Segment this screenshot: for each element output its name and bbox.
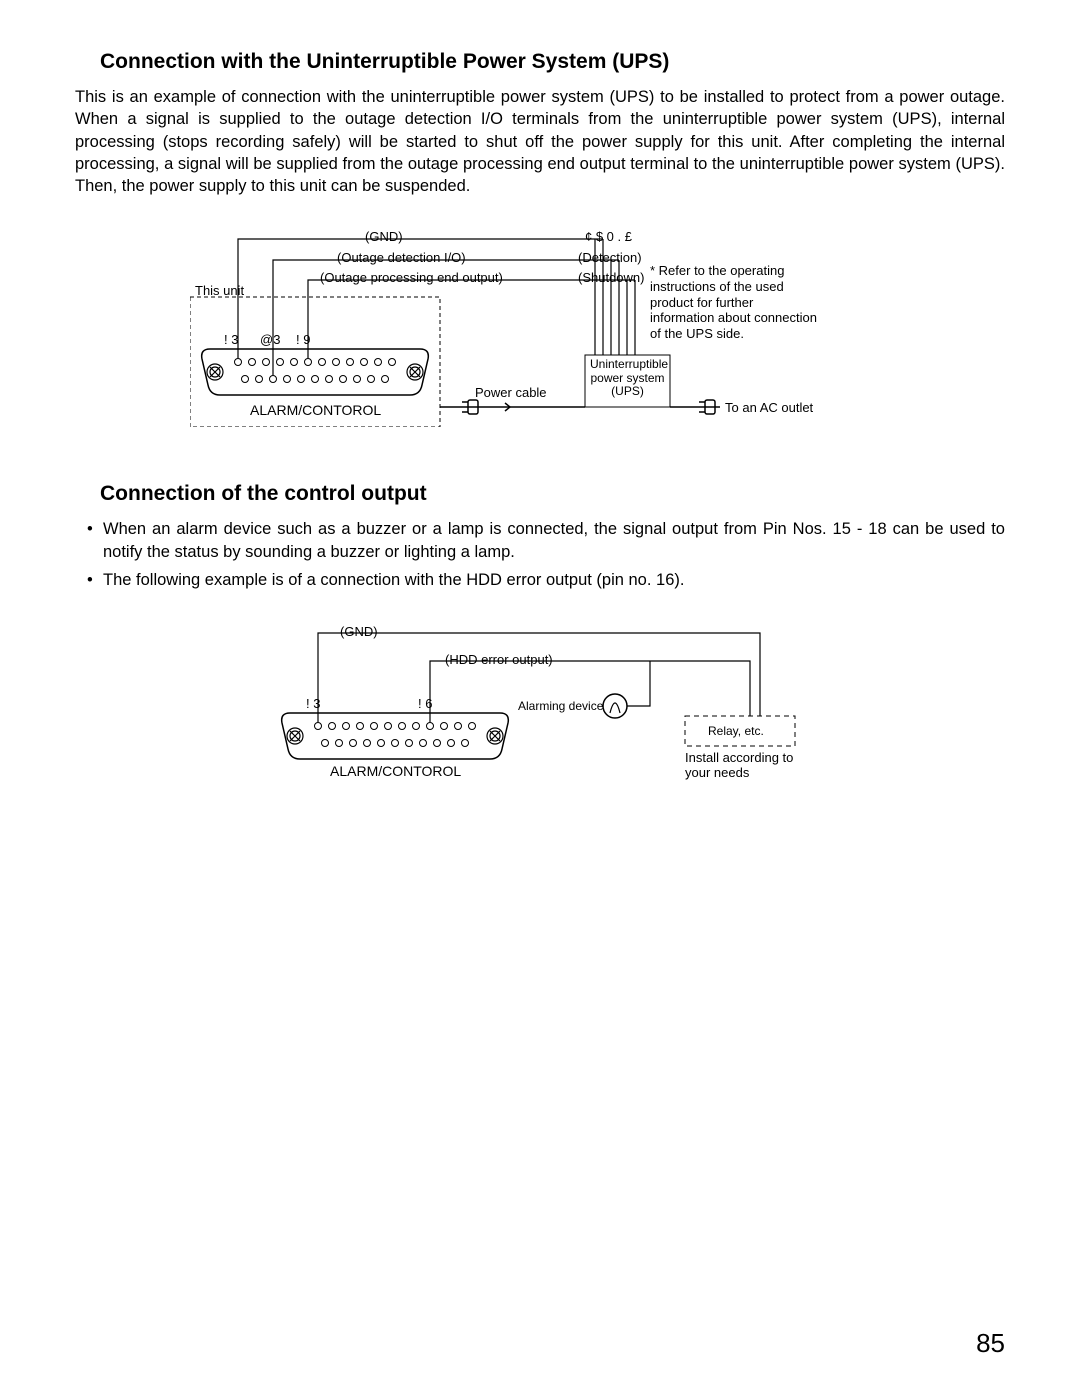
heading-control: Connection of the control output (100, 482, 1005, 506)
d1-ac-outlet: To an AC outlet (725, 400, 813, 415)
d1-pin13: ! 3 (224, 332, 238, 347)
d2-install: Install according to your needs (685, 751, 805, 781)
page-number: 85 (976, 1328, 1005, 1359)
d2-gnd: (GND) (340, 624, 378, 639)
d1-outage-det: (Outage detection I/O) (337, 250, 466, 265)
d1-connector-label: ALARM/CONTOROL (250, 402, 381, 418)
d1-pin23: @3 (260, 332, 280, 347)
d1-ups-box: Uninterruptible power system (UPS) (590, 358, 665, 398)
d1-ups-symbols: ¢ $ 0 . £ (585, 229, 632, 244)
d2-connector-label: ALARM/CONTOROL (330, 763, 461, 779)
para-ups: This is an example of connection with th… (75, 86, 1005, 197)
d2-relay: Relay, etc. (708, 724, 764, 738)
bullets-control: When an alarm device such as a buzzer or… (75, 518, 1005, 591)
d2-pin13: ! 3 (306, 696, 320, 711)
d1-gnd: (GND) (365, 229, 403, 244)
d2-pin16: ! 6 (418, 696, 432, 711)
bullet-2: The following example is of a connection… (75, 569, 1005, 591)
diagram-control: (GND) (HDD error output) ! 3 ! 6 Alarmin… (270, 621, 810, 791)
d2-alarm-dev: Alarming device (518, 699, 603, 713)
d1-outage-proc: (Outage processing end output) (320, 270, 503, 285)
d1-detection: (Detection) (578, 250, 642, 265)
d1-note: * Refer to the operating instructions of… (650, 263, 820, 341)
d1-this-unit: This unit (195, 283, 244, 298)
diagram-ups: (GND) ¢ $ 0 . £ (Outage detection I/O) (… (190, 227, 890, 427)
d1-power-cable: Power cable (475, 385, 547, 400)
d2-hdd: (HDD error output) (445, 652, 553, 667)
page: Connection with the Uninterruptible Powe… (0, 0, 1080, 1399)
heading-ups: Connection with the Uninterruptible Powe… (100, 50, 1005, 74)
d1-shutdown: (Shutdown) (578, 270, 644, 285)
d1-pin19: ! 9 (296, 332, 310, 347)
bullet-1: When an alarm device such as a buzzer or… (75, 518, 1005, 563)
